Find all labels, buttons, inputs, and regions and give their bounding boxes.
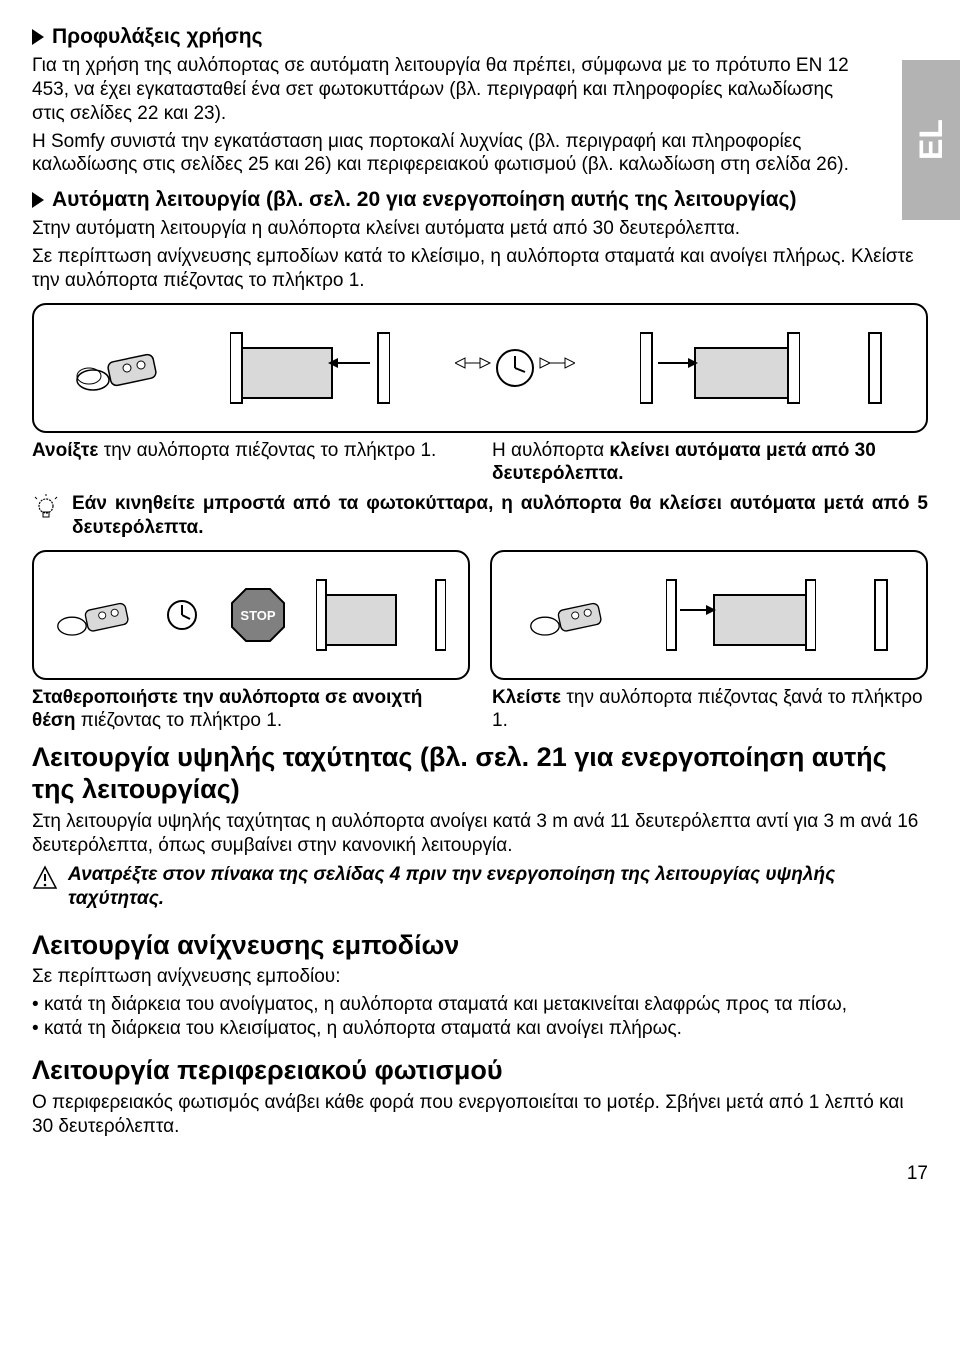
page-number: 17 [32,1162,928,1186]
diagram-auto-sequence [32,303,928,433]
section-precautions-body2: Η Somfy συνιστά την εγκατάσταση μιας πορ… [32,130,928,178]
caption-close-bold: Κλείστε [492,687,561,708]
caption-open-bold: Ανοίξτε [32,440,98,461]
section-lighting-title: Λειτουργία περιφερειακού φωτισμού [32,1054,928,1086]
caption-row-1: Ανοίξτε την αυλόπορτα πιέζοντας το πλήκτ… [32,439,928,487]
caption-hold-rest: πιέζοντας το πλήκτρο 1. [75,710,282,731]
stop-sign-icon: STOP [228,585,288,645]
section-obstacle-title: Λειτουργία ανίχνευσης εμποδίων [32,929,928,961]
caption-row-2: Σταθεροποιήστε την αυλόπορτα σε ανοιχτή … [32,686,928,734]
hispeed-warning-text: Ανατρέξτε στον πίνακα της σελίδας 4 πριν… [68,863,928,911]
photocell-note: Εάν κινηθείτε μπροστά από τα φωτοκύτταρα… [32,492,928,540]
triangle-icon [32,192,44,208]
clock-wait-icon [455,338,575,398]
obstacle-bullet-2: κατά τη διάρκεια του κλεισίματος, η αυλό… [32,1017,928,1041]
section-hispeed-p: Στη λειτουργία υψηλής ταχύτητας η αυλόπο… [32,810,928,858]
warning-triangle-icon [32,865,58,891]
clock-small-icon [164,597,200,633]
gate-stopped-icon [316,570,446,660]
language-tab: EL [902,60,960,220]
diagram-stop: STOP [32,550,470,680]
photocell-note-text: Εάν κινηθείτε μπροστά από τα φωτοκύτταρα… [72,492,928,540]
gate-close-icon [640,323,800,413]
remote-icon [75,340,165,395]
section-auto-p2: Σε περίπτωση ανίχνευσης εμποδίων κατά το… [32,245,928,293]
caption-open: Ανοίξτε την αυλόπορτα πιέζοντας το πλήκτ… [32,439,468,487]
obstacle-bullet-1: κατά τη διάρκεια του ανοίγματος, η αυλόπ… [32,993,928,1017]
post-icon [865,323,885,413]
caption-autoclose: Η αυλόπορτα κλείνει αυτόματα μετά από 30… [492,439,928,487]
remote-icon [56,590,136,640]
hispeed-warning: Ανατρέξτε στον πίνακα της σελίδας 4 πριν… [32,863,928,911]
svg-text:STOP: STOP [240,608,275,623]
section-lighting-p: Ο περιφερειακός φωτισμός ανάβει κάθε φορ… [32,1091,928,1139]
post-icon [873,570,889,660]
gate-open-icon [230,323,390,413]
remote-icon [529,590,609,640]
lightbulb-icon [32,494,60,522]
caption-open-rest: την αυλόπορτα πιέζοντας το πλήκτρο 1. [98,440,436,461]
obstacle-bullet-list: κατά τη διάρκεια του ανοίγματος, η αυλόπ… [32,993,928,1041]
section-precautions-header: Προφυλάξεις χρήσης [32,24,928,50]
section-auto-title: Αυτόματη λειτουργία (βλ. σελ. 20 για ενε… [52,187,796,213]
section-auto-p1: Στην αυτόματη λειτουργία η αυλόπορτα κλε… [32,217,928,241]
diagram-close [490,550,928,680]
section-hispeed-title: Λειτουργία υψηλής ταχύτητας (βλ. σελ. 21… [32,741,928,806]
caption-close: Κλείστε την αυλόπορτα πιέζοντας ξανά το … [492,686,928,734]
section-auto-header: Αυτόματη λειτουργία (βλ. σελ. 20 για ενε… [32,187,928,213]
section-obstacle-intro: Σε περίπτωση ανίχνευσης εμποδίου: [32,965,928,989]
caption-autoclose-pre: Η αυλόπορτα [492,440,609,461]
triangle-icon [32,29,44,45]
section-precautions-body1: Για τη χρήση της αυλόπορτας σε αυτόματη … [32,54,928,125]
section-precautions-title: Προφυλάξεις χρήσης [52,24,263,50]
gate-closing-icon [666,570,816,660]
caption-hold: Σταθεροποιήστε την αυλόπορτα σε ανοιχτή … [32,686,468,734]
